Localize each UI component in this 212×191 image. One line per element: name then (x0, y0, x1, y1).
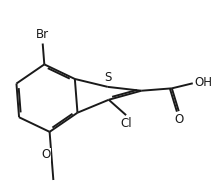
Text: Br: Br (36, 28, 49, 41)
Text: O: O (41, 148, 50, 161)
Text: OH: OH (194, 76, 212, 89)
Text: Cl: Cl (121, 117, 132, 130)
Text: O: O (174, 112, 183, 125)
Text: S: S (105, 71, 112, 84)
